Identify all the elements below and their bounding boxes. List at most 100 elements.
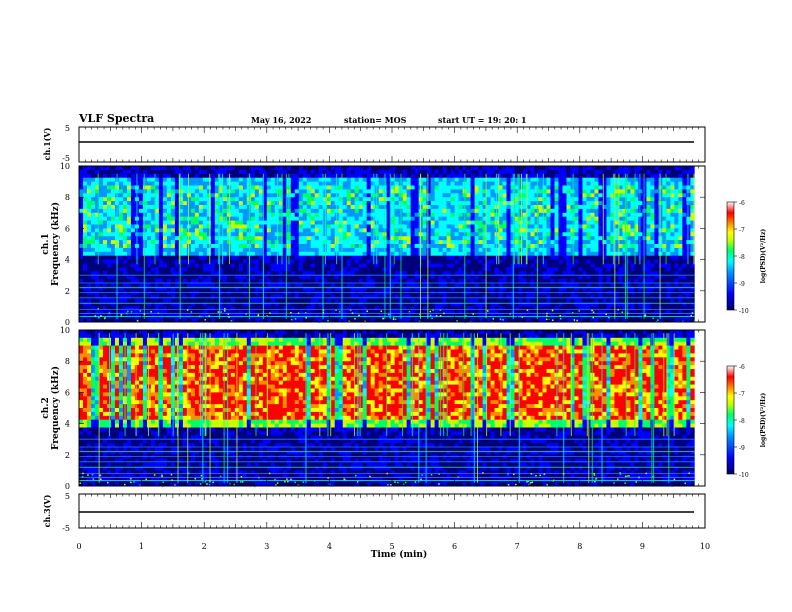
spectrogram-cell — [490, 263, 495, 268]
spectrogram-cell — [230, 298, 236, 303]
spectrogram-cell — [294, 279, 300, 284]
spectrogram-cell — [390, 232, 395, 237]
spectrogram-cell — [434, 290, 439, 295]
spectrogram-cell — [514, 169, 519, 175]
spectrogram-cell — [410, 247, 415, 253]
spectrogram-cell — [122, 306, 128, 311]
spectrogram-cell — [538, 169, 543, 175]
date-label: May 16, 2022 — [251, 115, 312, 125]
spectrogram-cell — [254, 224, 260, 229]
spectrogram-cell — [498, 318, 503, 323]
spectrogram-cell — [294, 244, 300, 249]
spectrogram-cell — [258, 173, 264, 178]
spectrogram-cell — [510, 259, 515, 264]
spectrogram-cell — [262, 181, 268, 186]
spectrogram-cell — [282, 310, 288, 315]
spectrogram-cell — [110, 279, 116, 284]
spectrogram-cell — [170, 271, 176, 276]
spectrogram-cell — [370, 173, 375, 178]
spectrogram-cell — [510, 240, 515, 245]
spectrogram-cell — [406, 185, 411, 190]
spectrogram-cell — [390, 294, 395, 299]
spectrogram-cell — [318, 271, 324, 276]
spectrogram-cell — [522, 302, 527, 307]
spectrogram-cell — [442, 279, 447, 284]
spectrogram-cell — [278, 298, 284, 303]
spectrogram-cell — [390, 208, 395, 214]
spectrogram-cell — [430, 290, 435, 295]
spectrogram-cell — [118, 263, 124, 268]
spectrogram-cell — [530, 267, 535, 272]
spectrogram-cell — [134, 279, 140, 284]
spectrogram-cell — [266, 228, 272, 233]
spectrogram-cell — [274, 189, 280, 194]
spectrogram-cell — [150, 283, 156, 288]
spectrogram-cell — [486, 255, 491, 260]
spectrogram-cell — [306, 290, 312, 295]
spectrogram-cell — [142, 240, 148, 245]
spectrogram-cell — [518, 247, 523, 253]
spectrogram-cell — [338, 294, 344, 299]
spectrogram-cell — [498, 220, 503, 225]
spectrogram-cell — [330, 279, 336, 284]
spectrogram-cell — [166, 283, 172, 288]
spectrogram-cell — [194, 298, 200, 303]
spectrogram-cell — [106, 185, 112, 190]
spectrogram-cell — [426, 166, 431, 171]
spectrogram-cell — [270, 220, 276, 225]
spectrogram-cell — [422, 263, 427, 268]
spectrogram-cell — [478, 208, 483, 214]
spectrogram-cell — [474, 240, 479, 245]
spectrogram-cell — [450, 240, 455, 245]
spectrogram-cell — [530, 208, 535, 214]
spectrogram-cell — [466, 224, 471, 229]
spectrogram-cell — [278, 275, 284, 280]
spectrogram-cell — [150, 251, 156, 256]
spectrogram-cell — [442, 197, 447, 202]
spectrogram-cell — [390, 220, 395, 225]
spectrogram-cell — [154, 212, 160, 217]
spectrogram-cell — [110, 177, 116, 182]
spectrogram-cell — [346, 240, 352, 245]
spectrogram-cell — [554, 224, 559, 229]
spectrogram-cell — [194, 220, 200, 225]
spectrogram-cell — [330, 294, 336, 299]
spectrogram-cell — [438, 286, 443, 292]
spectrogram-cell — [310, 181, 316, 186]
spectrogram-cell — [354, 263, 360, 268]
spectrogram-cell — [194, 310, 200, 315]
spectrogram-cell — [246, 279, 252, 284]
spectrogram-cell — [366, 169, 371, 175]
spectrogram-cell — [83, 247, 88, 253]
spectrogram-cell — [370, 212, 375, 217]
spectrogram-cell — [502, 286, 507, 292]
spectrogram-cell — [314, 236, 320, 241]
spectrogram-cell — [158, 189, 164, 194]
spectrogram-cell — [438, 240, 443, 245]
spectrogram-cell — [350, 240, 356, 245]
spectrogram-cell — [170, 310, 176, 315]
spectrogram-cell — [510, 216, 515, 221]
spectrogram-cell — [250, 275, 256, 280]
spectrogram-cell — [242, 232, 248, 237]
spectrogram-cell — [214, 169, 220, 175]
spectrogram-cell — [370, 255, 375, 260]
spectrogram-cell — [282, 286, 288, 292]
spectrogram-cell — [542, 189, 547, 194]
spectrogram-cell — [434, 255, 439, 260]
spectrogram-cell — [402, 286, 407, 292]
spectrogram-cell — [110, 197, 116, 202]
spectrogram-cell — [218, 302, 224, 307]
spectrogram-cell — [198, 244, 204, 249]
spectrogram-cell — [90, 302, 96, 307]
spectrogram-cell — [214, 306, 220, 311]
spectrogram-cell — [278, 318, 284, 323]
spectrogram-cell — [254, 283, 260, 288]
spectrogram-cell — [478, 224, 483, 229]
spectrogram-cell — [322, 212, 328, 217]
spectrogram-cell — [402, 302, 407, 307]
spectrogram-cell — [298, 173, 304, 178]
spectrogram-cell — [266, 271, 272, 276]
spectrogram-cell — [146, 201, 152, 206]
spectrogram-cell — [190, 286, 196, 292]
